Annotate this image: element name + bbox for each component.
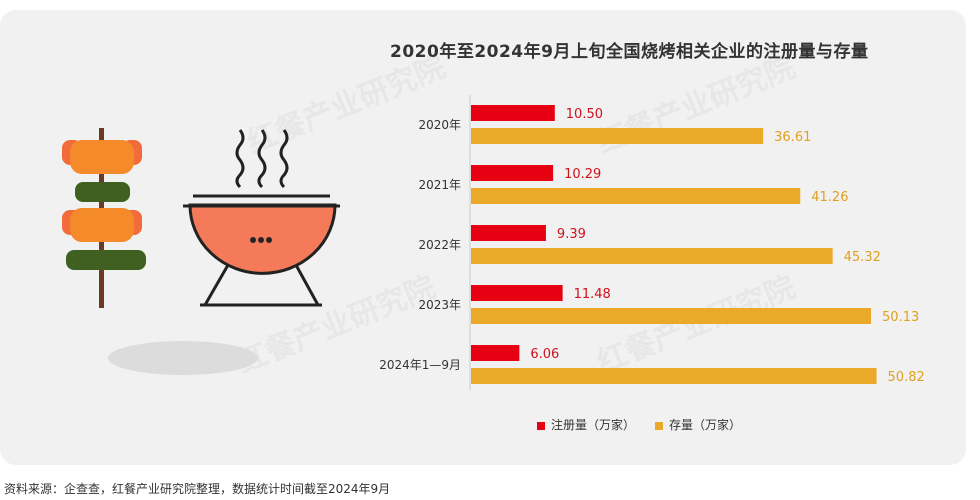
legend-item-registrations: 注册量（万家） (537, 416, 635, 433)
bar (471, 285, 563, 301)
legend-swatch (537, 421, 545, 430)
data-label: 10.29 (564, 167, 601, 182)
category-label: 2021年 (418, 178, 461, 192)
shadow-ellipse (108, 341, 258, 375)
data-label: 6.06 (530, 347, 559, 362)
bar (471, 188, 801, 204)
bar (471, 128, 764, 144)
bar (471, 345, 520, 361)
bar (471, 248, 833, 264)
bar (471, 308, 872, 324)
data-label: 10.50 (566, 107, 603, 122)
data-label: 50.13 (882, 310, 919, 325)
source-note: 资料来源：企查查，红餐产业研究院整理，数据统计时间截至2024年9月 (4, 482, 391, 496)
legend-label: 存量（万家） (669, 418, 742, 432)
data-label: 36.61 (774, 130, 811, 145)
grill-illustration (183, 129, 340, 307)
legend-label: 注册量（万家） (551, 418, 636, 432)
legend-item-stock: 存量（万家） (655, 416, 741, 433)
chart-title: 2020年至2024年9月上旬全国烧烤相关企业的注册量与存量 (390, 42, 869, 62)
bar (471, 165, 554, 181)
bar (471, 368, 877, 384)
data-label: 41.26 (811, 190, 848, 205)
category-label: 2024年1—9月 (379, 358, 461, 372)
bar (471, 105, 555, 121)
legend-swatch (655, 421, 664, 430)
data-label: 9.39 (557, 227, 586, 242)
bar (471, 225, 546, 241)
legend: 注册量（万家） 存量（万家） (537, 416, 741, 433)
data-label: 50.82 (888, 370, 925, 385)
category-label: 2023年 (418, 298, 461, 312)
category-label: 2020年 (418, 118, 461, 132)
category-label: 2022年 (418, 238, 461, 252)
data-label: 45.32 (844, 250, 881, 265)
data-label: 11.48 (574, 287, 611, 302)
skewer-illustration (62, 128, 146, 308)
